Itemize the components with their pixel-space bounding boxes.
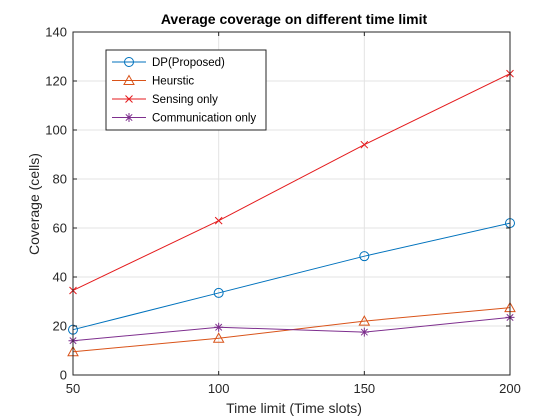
x-axis-title: Time limit (Time slots) [226, 400, 362, 416]
x-marker [214, 216, 223, 225]
legend-label: DP(Proposed) [152, 57, 225, 69]
y-tick-label: 60 [53, 221, 67, 236]
x-marker [125, 95, 133, 103]
plot-frame [72, 31, 511, 376]
star-marker [214, 322, 224, 332]
circle-marker [213, 287, 224, 298]
legend: DP(Proposed) Heurstic Sensing only Communic… [105, 49, 267, 131]
y-tick-label: 80 [53, 172, 67, 187]
y-tick-label: 140 [45, 25, 67, 40]
axis-ticks [72, 31, 511, 376]
legend-label: Communication only [152, 113, 256, 125]
y-axis-title: Coverage (cells) [26, 153, 42, 255]
x-tick-label: 200 [499, 381, 521, 396]
y-tick-label: 120 [45, 74, 67, 89]
series-lines [72, 73, 511, 353]
triangle-marker [212, 332, 225, 343]
y-tick-label: 0 [60, 368, 67, 383]
star-marker [124, 113, 134, 122]
y-tick-label: 100 [45, 123, 67, 138]
x-tick-label: 100 [208, 381, 230, 396]
triangle-marker [358, 315, 371, 326]
star-marker [359, 327, 369, 337]
x-marker [360, 140, 369, 149]
triangle-marker [123, 74, 135, 85]
y-tick-label: 40 [53, 270, 67, 285]
chart-title: Average coverage on different time limit [161, 11, 428, 27]
series-line [72, 222, 511, 331]
y-tick-label: 20 [53, 319, 67, 334]
circle-marker [124, 57, 134, 67]
x-tick-label: 150 [353, 381, 375, 396]
legend-label: Heurstic [152, 76, 194, 88]
legend-box [105, 49, 267, 131]
circle-marker [359, 251, 370, 262]
x-tick-label: 50 [66, 381, 80, 396]
axis-tick-labels: 50 100 150 200 0 20 40 60 80 100 120 140 [45, 25, 521, 397]
legend-label: Sensing only [152, 94, 218, 106]
series-line [72, 73, 511, 291]
series-line [72, 316, 511, 342]
